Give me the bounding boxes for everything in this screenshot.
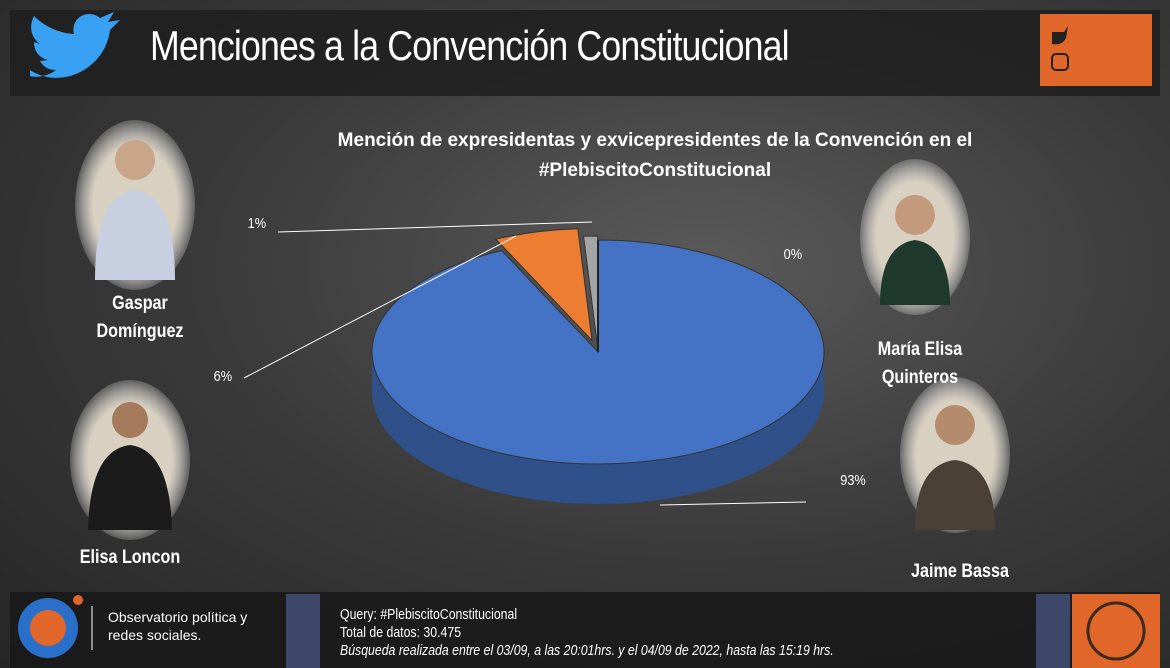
pie xyxy=(243,221,825,506)
photo-head xyxy=(935,405,975,445)
header-bar xyxy=(10,10,1160,96)
instagram-icon xyxy=(1051,53,1069,71)
org-logo-dot xyxy=(73,595,83,605)
org-logo-globe xyxy=(30,610,66,646)
deco-block xyxy=(286,594,320,668)
leader-line xyxy=(659,501,807,506)
photo-head xyxy=(115,140,155,180)
page-title: Menciones a la Convención Constitucional xyxy=(150,22,790,69)
ucen-ring xyxy=(1086,601,1146,661)
value-label: 1% xyxy=(247,215,267,232)
twitter-logo xyxy=(30,12,120,78)
deco-block xyxy=(1036,594,1070,668)
leader-line xyxy=(277,221,593,233)
person-name: Jaime Bassa xyxy=(911,561,1009,582)
person-name: Gaspar Domínguez xyxy=(96,293,184,342)
chart-title: Mención de expresidentas y exvicepreside… xyxy=(337,130,973,181)
photo-body xyxy=(915,460,995,530)
pie-slice xyxy=(494,228,593,342)
query: Query: #PlebiscitoConstitucional xyxy=(340,606,518,623)
footer-bar xyxy=(10,592,1160,668)
photo-head xyxy=(112,402,148,438)
total: Total de datos: 30.475 xyxy=(340,624,462,641)
photo-body xyxy=(880,240,950,305)
value-label: 6% xyxy=(213,368,233,385)
pie-slice xyxy=(582,235,599,349)
value-label: 93% xyxy=(840,472,866,489)
twitter-icon xyxy=(1052,26,1068,45)
value-label: 0% xyxy=(783,246,803,263)
person-name: María Elisa Quinteros xyxy=(877,339,963,388)
search-info: Búsqueda realizada entre el 03/09, a las… xyxy=(340,642,834,659)
photo-head xyxy=(895,195,935,235)
social-box xyxy=(1040,14,1152,86)
leader-line xyxy=(243,235,517,379)
person-name: Elisa Loncon xyxy=(79,547,181,568)
ucen-logo xyxy=(1072,594,1160,668)
pie-wall xyxy=(372,352,824,504)
org-name: Observatorio política y redes sociales. xyxy=(108,609,248,643)
photo-body xyxy=(88,445,172,530)
photo-body xyxy=(95,190,175,280)
